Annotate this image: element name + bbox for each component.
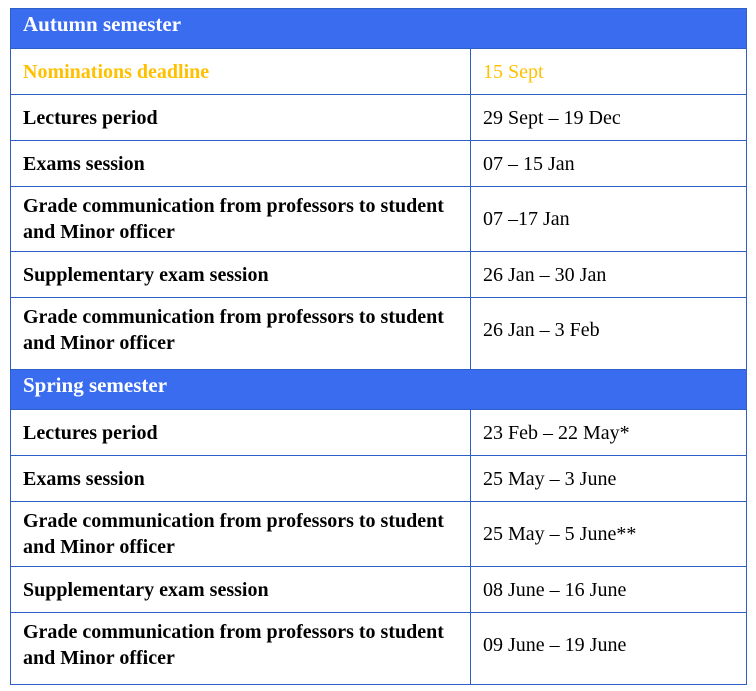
row-value: 23 Feb – 22 May*	[470, 409, 747, 456]
row-value: 08 June – 16 June	[470, 566, 747, 613]
row-value: 09 June – 19 June	[470, 612, 747, 685]
table-row: Nominations deadline 15 Sept	[10, 48, 747, 95]
row-value: 25 May – 5 June**	[470, 501, 747, 567]
row-label: Lectures period	[10, 94, 471, 141]
row-value: 29 Sept – 19 Dec	[470, 94, 747, 141]
calendar-table-body: Autumn semester Nominations deadline 15 …	[10, 8, 747, 685]
table-row: Exams session 25 May – 3 June	[10, 455, 747, 502]
row-label: Supplementary exam session	[10, 566, 471, 613]
table-row: Lectures period 29 Sept – 19 Dec	[10, 94, 747, 141]
section-header-row: Spring semester	[10, 369, 747, 410]
row-value: 25 May – 3 June	[470, 455, 747, 502]
section-header-label: Autumn semester	[10, 8, 747, 49]
row-label: Exams session	[10, 140, 471, 187]
row-value: 07 – 15 Jan	[470, 140, 747, 187]
row-label: Lectures period	[10, 409, 471, 456]
section-header-label: Spring semester	[10, 369, 747, 410]
table-row: Supplementary exam session 08 June – 16 …	[10, 566, 747, 613]
table-row: Grade communication from professors to s…	[10, 297, 747, 370]
row-value: 07 –17 Jan	[470, 186, 747, 252]
row-value: 15 Sept	[470, 48, 747, 95]
table-row: Supplementary exam session 26 Jan – 30 J…	[10, 251, 747, 298]
table-row: Lectures period 23 Feb – 22 May*	[10, 409, 747, 456]
row-label: Nominations deadline	[10, 48, 471, 95]
row-value: 26 Jan – 30 Jan	[470, 251, 747, 298]
row-label: Grade communication from professors to s…	[10, 297, 471, 370]
row-label: Grade communication from professors to s…	[10, 186, 471, 252]
row-value: 26 Jan – 3 Feb	[470, 297, 747, 370]
row-label: Grade communication from professors to s…	[10, 501, 471, 567]
table-row: Grade communication from professors to s…	[10, 501, 747, 567]
row-label: Exams session	[10, 455, 471, 502]
row-label: Supplementary exam session	[10, 251, 471, 298]
table-row: Exams session 07 – 15 Jan	[10, 140, 747, 187]
row-label: Grade communication from professors to s…	[10, 612, 471, 685]
table-row: Grade communication from professors to s…	[10, 186, 747, 252]
table-row: Grade communication from professors to s…	[10, 612, 747, 685]
section-header-row: Autumn semester	[10, 8, 747, 49]
academic-calendar-table: Autumn semester Nominations deadline 15 …	[10, 8, 747, 685]
